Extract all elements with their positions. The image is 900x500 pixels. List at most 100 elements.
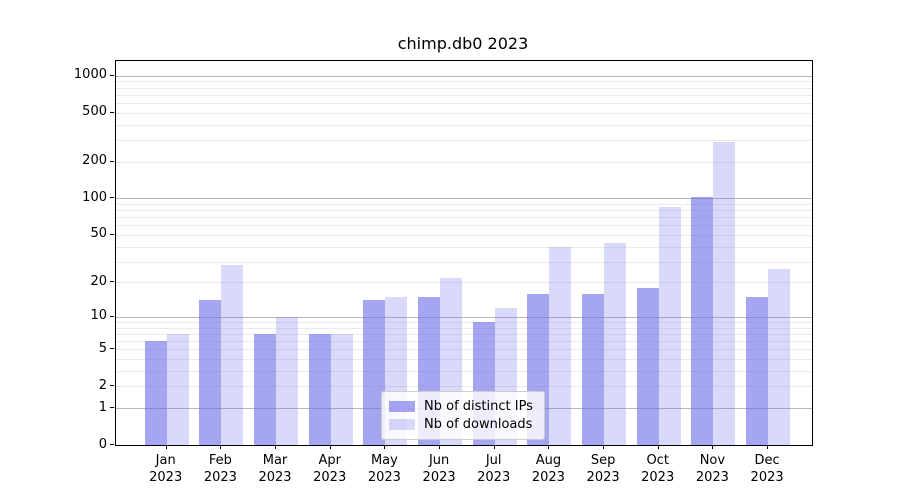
major-gridline [116, 316, 812, 318]
x-tick-label: Aug 2023 [513, 452, 583, 486]
bar-distinct-ips [308, 333, 331, 445]
y-tick-mark [110, 444, 114, 445]
bar-downloads [768, 268, 791, 445]
minor-gridline [116, 333, 812, 335]
bar-distinct-ips [254, 333, 276, 445]
x-tick-year: 2023 [586, 470, 620, 485]
bar-downloads [276, 316, 298, 445]
minor-gridline [116, 161, 812, 163]
x-tick-mark [275, 445, 276, 449]
x-tick-month: May [370, 453, 398, 468]
minor-gridline [116, 234, 812, 236]
plot-area: Nb of distinct IPs Nb of downloads [115, 60, 813, 446]
x-tick-month: Oct [646, 453, 669, 468]
x-tick-mark [329, 445, 331, 449]
bar-downloads [604, 242, 627, 445]
y-tick-label: 50 [90, 226, 107, 242]
x-tick-mark [384, 445, 386, 449]
x-tick-label: Mar 2023 [240, 452, 310, 486]
minor-gridline [116, 112, 812, 114]
x-tick-mark [767, 445, 769, 449]
minor-gridline [116, 386, 812, 388]
y-tick-label: 200 [82, 153, 107, 169]
x-tick-mark [712, 445, 714, 449]
bar-downloads [658, 207, 681, 445]
x-tick-mark [165, 445, 167, 449]
y-tick-mark [110, 315, 114, 317]
minor-gridline [116, 370, 812, 372]
minor-gridline [116, 225, 812, 227]
legend-swatch [389, 419, 415, 430]
major-gridline [116, 198, 812, 200]
bar-distinct-ips [582, 293, 605, 445]
legend-label: Nb of distinct IPs [424, 399, 533, 414]
bar-downloads [221, 265, 244, 445]
minor-gridline [116, 81, 812, 83]
x-tick-label: Dec 2023 [732, 452, 802, 486]
minor-gridline [116, 359, 812, 360]
y-tick-mark [110, 197, 114, 199]
x-tick-label: Oct 2023 [623, 452, 693, 486]
x-tick-year: 2023 [149, 470, 183, 485]
bar-distinct-ips [636, 287, 659, 445]
y-tick-label: 1000 [73, 67, 107, 83]
x-tick-month: Jan [155, 453, 176, 468]
x-tick-label: May 2023 [349, 452, 419, 486]
x-tick-month: Jul [485, 453, 502, 468]
minor-gridline [116, 322, 812, 323]
x-tick-month: Aug [535, 453, 562, 468]
x-tick-label: Sep 2023 [568, 452, 638, 486]
y-tick-label: 5 [98, 340, 107, 356]
major-gridline [116, 75, 812, 77]
chart-title: chimp.db0 2023 [397, 34, 529, 53]
minor-gridline [116, 349, 812, 351]
x-tick-label: Feb 2023 [185, 452, 255, 486]
x-tick-year: 2023 [203, 470, 237, 485]
legend-label: Nb of downloads [424, 417, 533, 432]
y-tick-label: 1 [98, 399, 107, 415]
x-tick-year: 2023 [695, 470, 729, 485]
minor-gridline [116, 204, 812, 205]
y-tick-mark [110, 281, 114, 283]
minor-gridline [116, 124, 812, 126]
bar-distinct-ips [746, 296, 769, 445]
y-tick-mark [110, 385, 114, 387]
minor-gridline [116, 210, 812, 212]
x-tick-month: Sep [590, 453, 616, 468]
x-tick-year: 2023 [641, 470, 675, 485]
x-tick-label: Jan 2023 [131, 452, 201, 486]
y-tick-mark [110, 111, 114, 113]
x-tick-label: Jul 2023 [459, 452, 529, 486]
minor-gridline [116, 103, 812, 105]
minor-gridline [116, 217, 812, 219]
x-tick-month: Mar [262, 453, 288, 468]
x-tick-label: Apr 2023 [295, 452, 365, 486]
x-tick-year: 2023 [477, 470, 511, 485]
minor-gridline [116, 327, 812, 329]
x-tick-year: 2023 [531, 470, 565, 485]
x-tick-label: Jun 2023 [404, 452, 474, 486]
minor-gridline [116, 246, 812, 248]
y-tick-mark [110, 233, 114, 235]
x-tick-year: 2023 [313, 470, 347, 485]
x-tick-month: Dec [754, 453, 780, 468]
y-tick-mark [110, 407, 114, 408]
minor-gridline [116, 341, 812, 342]
x-tick-mark [603, 445, 605, 449]
y-tick-mark [110, 160, 114, 162]
y-tick-label: 10 [90, 308, 107, 324]
bar-downloads [549, 246, 572, 445]
legend-item: Nb of distinct IPs [389, 398, 536, 415]
x-tick-year: 2023 [258, 470, 292, 485]
x-tick-mark [439, 445, 441, 449]
x-tick-mark [657, 445, 659, 449]
minor-gridline [116, 282, 812, 284]
x-tick-month: Apr [318, 453, 341, 468]
y-tick-mark [110, 348, 114, 350]
x-tick-month: Nov [699, 453, 726, 468]
minor-gridline [116, 87, 812, 89]
bar-downloads [166, 333, 189, 445]
legend: Nb of distinct IPs Nb of downloads [381, 391, 545, 440]
y-tick-label: 500 [82, 104, 107, 120]
bar-distinct-ips [199, 300, 222, 445]
